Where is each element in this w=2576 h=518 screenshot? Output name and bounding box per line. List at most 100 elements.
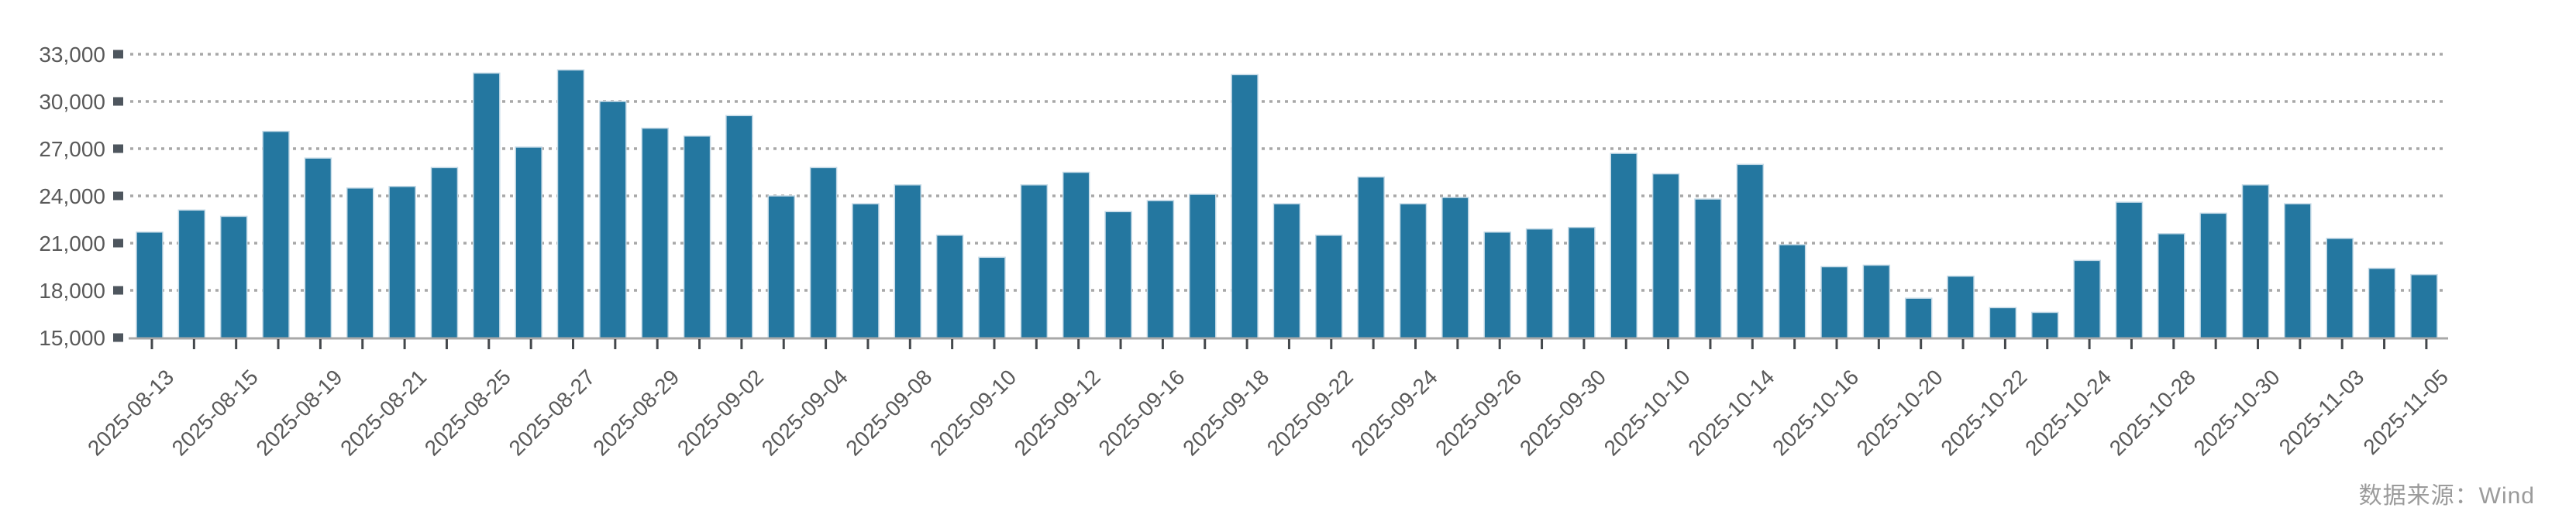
bar-2025-10-29[interactable]: [2199, 212, 2227, 339]
x-axis-tick-label: 2025-09-08: [841, 365, 936, 460]
bar-2025-10-15[interactable]: [1778, 244, 1806, 339]
x-axis-tick-label: 2025-10-24: [2020, 365, 2116, 460]
x-axis-tick-label: 2025-10-14: [1683, 365, 1779, 460]
bar-2025-09-15[interactable]: [1104, 211, 1132, 339]
bar-2025-09-30[interactable]: [1568, 226, 1596, 339]
bar-2025-09-12[interactable]: [1062, 171, 1090, 339]
bar-2025-09-10[interactable]: [978, 256, 1006, 339]
bar-2025-10-24[interactable]: [2073, 259, 2101, 339]
x-axis-tick-label: 2025-09-10: [925, 365, 1021, 460]
bar-2025-09-05[interactable]: [852, 203, 880, 339]
bar-2025-08-14[interactable]: [177, 209, 206, 339]
bar-2025-11-05[interactable]: [2410, 273, 2438, 339]
bar-2025-08-27[interactable]: [556, 69, 585, 339]
x-axis-tick-label: 2025-10-22: [1936, 365, 2031, 460]
bar-2025-10-20[interactable]: [1904, 297, 1933, 339]
y-axis-tick-marker: [113, 286, 123, 295]
bar-2025-09-24[interactable]: [1399, 203, 1427, 339]
y-axis-tick-marker: [113, 333, 123, 342]
bar-2025-08-18[interactable]: [262, 130, 290, 339]
y-axis-tick-label: 24,000: [39, 184, 105, 208]
y-axis-tick-marker: [113, 191, 123, 201]
bar-2025-08-15[interactable]: [219, 215, 248, 339]
bar-2025-08-29[interactable]: [641, 127, 669, 339]
bar-2025-08-28[interactable]: [599, 101, 627, 339]
x-axis-tick-label: 2025-09-22: [1262, 365, 1358, 460]
bar-2025-09-25[interactable]: [1441, 197, 1469, 339]
bar-2025-09-02[interactable]: [725, 115, 753, 339]
bar-2025-09-09[interactable]: [935, 235, 964, 339]
bar-2025-10-22[interactable]: [1989, 307, 2017, 339]
x-axis-tick-label: 2025-09-04: [757, 365, 852, 460]
bar-2025-09-01[interactable]: [683, 135, 711, 339]
bar-2025-08-22[interactable]: [430, 166, 459, 339]
bar-2025-10-27[interactable]: [2115, 201, 2144, 339]
x-axis-tick-label: 2025-08-13: [83, 365, 178, 460]
bar-2025-09-03[interactable]: [767, 195, 795, 339]
bar-2025-10-09[interactable]: [1610, 153, 1638, 339]
x-axis-tick-label: 2025-08-15: [167, 365, 263, 460]
x-axis-tick-label: 2025-08-19: [251, 365, 346, 460]
x-axis-tick-label: 2025-09-02: [673, 365, 768, 460]
bar-2025-10-13[interactable]: [1694, 198, 1722, 339]
bar-2025-08-21[interactable]: [388, 186, 416, 339]
bar-2025-10-31[interactable]: [2284, 203, 2312, 339]
bar-2025-09-11[interactable]: [1020, 184, 1049, 339]
x-axis-tick-label: 2025-10-30: [2189, 365, 2285, 460]
bar-2025-09-26[interactable]: [1483, 232, 1511, 339]
y-axis-tick-marker: [113, 144, 123, 153]
bar-2025-09-08[interactable]: [894, 184, 922, 339]
bar-2025-09-22[interactable]: [1315, 235, 1343, 339]
bar-2025-10-23[interactable]: [2031, 311, 2059, 339]
bar-series[interactable]: [136, 69, 2438, 339]
bar-2025-10-10[interactable]: [1651, 173, 1680, 339]
bar-2025-08-26[interactable]: [515, 146, 542, 339]
y-axis-tick-label: 27,000: [39, 137, 105, 161]
bar-2025-09-04[interactable]: [809, 166, 838, 339]
y-axis-tick-label: 15,000: [39, 326, 105, 350]
x-axis-tick-label: 2025-09-24: [1347, 365, 1442, 460]
bar-2025-08-20[interactable]: [346, 187, 374, 339]
bar-2025-10-14[interactable]: [1736, 163, 1765, 339]
x-axis-tick-label: 2025-11-05: [2358, 365, 2453, 459]
bar-2025-08-25[interactable]: [473, 72, 501, 339]
bar-2025-09-19[interactable]: [1273, 203, 1301, 339]
bar-2025-10-28[interactable]: [2158, 233, 2185, 339]
x-axis: 2025-08-132025-08-152025-08-192025-08-21…: [83, 337, 2453, 461]
bar-2025-09-29[interactable]: [1525, 228, 1554, 339]
bar-2025-10-16[interactable]: [1820, 266, 1848, 339]
x-axis-tick-label: 2025-08-27: [505, 365, 600, 460]
x-axis-tick-label: 2025-10-28: [2105, 365, 2200, 460]
y-axis-tick-label: 21,000: [39, 232, 105, 256]
x-axis-tick-label: 2025-08-25: [420, 365, 515, 460]
y-axis-tick-label: 30,000: [39, 90, 105, 114]
y-axis-tick-label: 18,000: [39, 279, 105, 303]
x-axis-tick-label: 2025-11-03: [2275, 365, 2369, 459]
x-axis-tick-label: 2025-09-16: [1093, 365, 1189, 460]
x-axis-tick-label: 2025-10-10: [1600, 365, 1695, 460]
bar-2025-10-30[interactable]: [2241, 184, 2270, 339]
bar-2025-08-19[interactable]: [304, 157, 332, 339]
bar-2025-09-16[interactable]: [1146, 200, 1175, 339]
bar-2025-08-13[interactable]: [136, 232, 164, 339]
x-axis-tick-label: 2025-09-12: [1010, 365, 1105, 460]
x-axis-tick-label: 2025-09-26: [1431, 365, 1526, 460]
x-axis-tick-label: 2025-09-18: [1178, 365, 1273, 460]
data-source-label: 数据来源：Wind: [2358, 483, 2535, 509]
bar-2025-11-04[interactable]: [2368, 267, 2396, 339]
x-axis-tick-label: 2025-08-29: [588, 365, 684, 460]
x-axis-tick-label: 2025-08-21: [336, 365, 431, 460]
x-axis-tick-label: 2025-09-30: [1515, 365, 1610, 460]
bar-2025-10-21[interactable]: [1947, 275, 1975, 339]
bar-2025-11-03[interactable]: [2326, 238, 2354, 339]
bar-2025-10-17[interactable]: [1862, 264, 1891, 339]
y-axis-tick-label: 33,000: [39, 43, 105, 67]
y-axis-tick-marker: [113, 50, 123, 59]
x-axis-tick-label: 2025-10-20: [1852, 365, 1947, 460]
bar-2025-09-18[interactable]: [1231, 74, 1259, 339]
bar-2025-09-17[interactable]: [1189, 194, 1217, 339]
x-axis-tick-label: 2025-10-16: [1768, 365, 1863, 460]
bar-2025-09-23[interactable]: [1357, 176, 1385, 339]
